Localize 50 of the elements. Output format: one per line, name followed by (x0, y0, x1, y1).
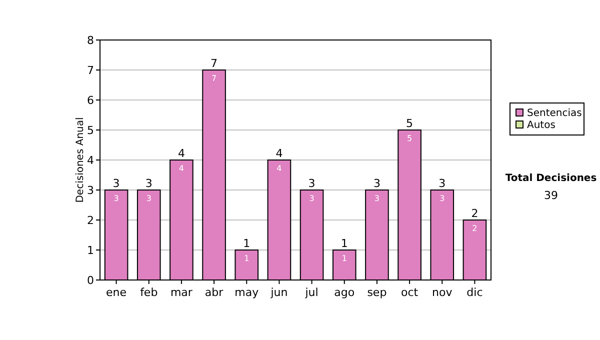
total-label: 4 (178, 147, 185, 160)
total-label: 2 (471, 207, 478, 220)
x-tick-label: ago (334, 286, 355, 299)
text: 39 (544, 189, 558, 202)
data-label: 4 (178, 164, 184, 173)
data-label: 3 (114, 194, 119, 203)
data-label: 1 (244, 254, 250, 263)
x-tick-label: may (234, 286, 260, 299)
total-label: 1 (243, 237, 250, 250)
y-tick-label: 1 (87, 244, 94, 257)
total-label: 3 (308, 177, 316, 190)
data-label: 3 (146, 194, 152, 203)
total-label: 1 (340, 237, 348, 250)
total-label: 3 (373, 177, 380, 190)
y-tick-label: 8 (87, 34, 94, 47)
x-tick-label: sep (367, 286, 387, 299)
legend-label: Sentencias (527, 108, 582, 119)
total-label: 5 (406, 117, 414, 130)
y-tick-label: 6 (87, 94, 94, 107)
data-label: 3 (309, 194, 314, 203)
y-tick-label: 5 (87, 124, 94, 137)
x-tick-label: oct (400, 286, 419, 299)
data-label: 3 (440, 194, 445, 203)
total-label: 3 (438, 177, 446, 190)
x-tick-label: dic (466, 286, 483, 299)
x-tick-label: feb (140, 286, 158, 299)
x-tick-label: mar (170, 286, 193, 299)
total-label: 4 (276, 147, 283, 160)
x-tick-label: abr (204, 286, 224, 299)
data-label: 3 (374, 194, 380, 203)
y-tick-label: 4 (87, 154, 94, 167)
total-label: 3 (112, 177, 120, 190)
total-label: 7 (210, 57, 218, 70)
y-axis-title: Decisiones Anual (75, 117, 86, 203)
total-label: 3 (145, 177, 152, 190)
y-tick-label: 2 (87, 214, 94, 227)
x-tick-label: nov (432, 286, 453, 299)
x-tick-label: ene (106, 286, 127, 299)
data-label: 5 (406, 134, 412, 143)
x-tick-label: jul (304, 286, 318, 299)
text: Total Decisiones (505, 173, 597, 184)
y-tick-label: 0 (87, 274, 94, 287)
data-label: 7 (211, 74, 217, 83)
data-label: 2 (472, 224, 478, 233)
data-label: 1 (342, 254, 347, 263)
y-tick-label: 3 (87, 184, 94, 197)
data-label: 4 (276, 164, 282, 173)
y-tick-label: 7 (87, 64, 94, 77)
x-tick-label: jun (270, 286, 288, 299)
legend-label: Autos (527, 120, 556, 131)
